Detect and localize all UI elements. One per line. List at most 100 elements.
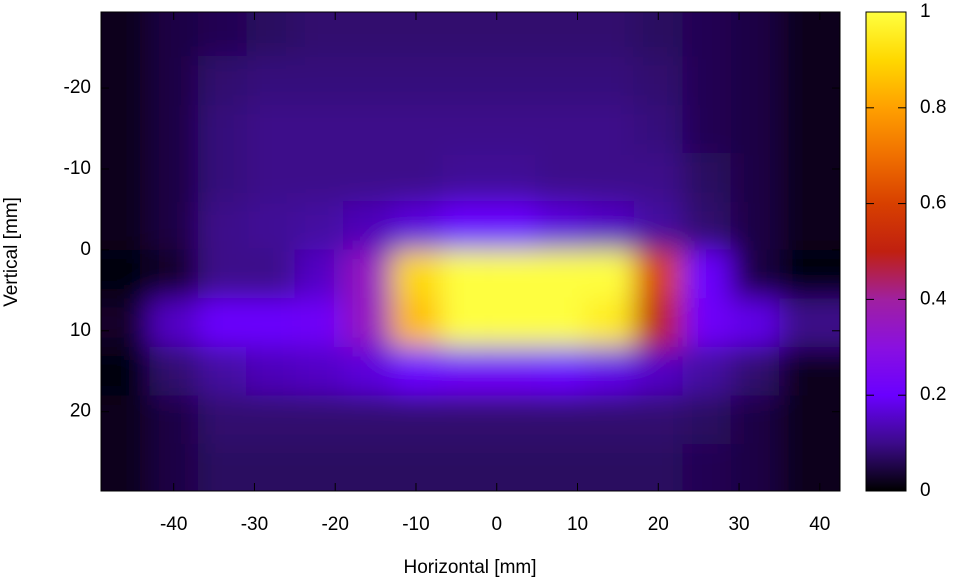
heatmap-cell (488, 346, 538, 396)
heatmap-cell (730, 298, 780, 347)
heatmap-cell (101, 298, 150, 347)
heatmap-cell (246, 444, 295, 491)
colorbar-tick-label: 1 (920, 1, 931, 22)
heatmap-cell (246, 298, 295, 347)
heatmap-cell (294, 152, 344, 202)
heatmap-cell (343, 346, 392, 396)
heatmap-cell (294, 55, 344, 105)
heatmap-cell (488, 55, 538, 105)
heatmap-cell (537, 395, 586, 445)
heatmap-cell (197, 444, 247, 491)
heatmap-cell (634, 346, 683, 396)
heatmap-cell (246, 346, 295, 396)
heatmap-cell (488, 104, 538, 153)
y-tick-label: 20 (70, 401, 91, 422)
heatmap-cell (537, 152, 586, 202)
heatmap-cell (682, 249, 731, 299)
heatmap-cell (537, 55, 586, 105)
heatmap-cell (391, 55, 441, 105)
heatmap-cell (779, 298, 840, 347)
heatmap-cell (246, 201, 295, 250)
heatmap-cell (246, 152, 295, 202)
heatmap-cell (149, 152, 198, 202)
heatmap-cell (294, 346, 344, 396)
heatmap-cell (682, 444, 731, 491)
heatmap-cell (779, 346, 840, 396)
heatmap-cell (149, 104, 198, 153)
heatmap-cell (149, 55, 198, 105)
heatmap-cell (537, 444, 586, 491)
heatmap-cell (682, 152, 731, 202)
heatmap-cell (294, 201, 344, 250)
heatmap-cell (101, 346, 150, 396)
heatmap-cell (634, 444, 683, 491)
heatmap-cell (682, 55, 731, 105)
heatmap-cell (440, 444, 489, 491)
y-tick-label: -20 (64, 77, 91, 98)
heatmap-cell (197, 55, 247, 105)
colorbar-tick-label: 0.4 (920, 288, 947, 309)
heatmap-cell (101, 444, 150, 491)
heatmap-cell (343, 298, 392, 347)
heatmap-cell (101, 201, 150, 250)
heatmap-cell (730, 55, 780, 105)
heatmap-cell (440, 152, 489, 202)
heatmap-cell (779, 55, 840, 105)
heatmap-cell (488, 444, 538, 491)
heatmap-cell (197, 346, 247, 396)
heatmap-cell (537, 346, 586, 396)
heatmap-cell (537, 249, 586, 299)
heatmap-cell (779, 104, 840, 153)
heatmap-cell (101, 249, 150, 299)
heatmap-cell (488, 395, 538, 445)
heatmap-cell (101, 395, 150, 445)
heatmap-cell (197, 12, 247, 56)
heatmap-cell (391, 444, 441, 491)
heatmap-cell (343, 444, 392, 491)
heatmap-cell (488, 201, 538, 250)
heatmap-cell (440, 346, 489, 396)
heatmap-cell (682, 395, 731, 445)
heatmap-cell (294, 395, 344, 445)
heatmap (101, 12, 840, 491)
heatmap-cell (149, 346, 198, 396)
heatmap-cell (343, 152, 392, 202)
heatmap-cell (585, 201, 635, 250)
heatmap-cell (246, 104, 295, 153)
y-tick-label: 0 (80, 239, 91, 260)
heatmap-cell (294, 444, 344, 491)
x-tick-label: 40 (809, 514, 830, 535)
heatmap-cell (391, 12, 441, 56)
heatmap-cell (440, 249, 489, 299)
heatmap-cell (197, 104, 247, 153)
heatmap-cell (101, 104, 150, 153)
x-tick-label: 30 (728, 514, 749, 535)
heatmap-cell (779, 152, 840, 202)
heatmap-cell (343, 201, 392, 250)
heatmap-cell (585, 152, 635, 202)
x-tick-label: 20 (648, 514, 669, 535)
heatmap-cell (634, 12, 683, 56)
x-tick-label: -20 (321, 514, 348, 535)
heatmap-cell (730, 346, 780, 396)
heatmap-cell (682, 346, 731, 396)
colorbar-tick-label: 0 (920, 480, 931, 501)
heatmap-cell (585, 298, 635, 347)
heatmap-cell (149, 395, 198, 445)
plot-frame (100, 11, 841, 492)
heatmap-cell (343, 249, 392, 299)
heatmap-cell (634, 395, 683, 445)
x-tick-label: -40 (160, 514, 187, 535)
colorbar-tick-label: 0.6 (920, 193, 946, 214)
heatmap-cell (343, 12, 392, 56)
colorbar-tick-label: 0.8 (920, 97, 946, 118)
heatmap-cell (149, 298, 198, 347)
heatmap-cell (197, 152, 247, 202)
heatmap-cell (440, 201, 489, 250)
heatmap-cell (488, 249, 538, 299)
heatmap-cell (585, 346, 635, 396)
x-tick-label: 0 (491, 514, 502, 535)
heatmap-cell (440, 395, 489, 445)
heatmap-cell (779, 249, 840, 299)
heatmap-cell (682, 298, 731, 347)
